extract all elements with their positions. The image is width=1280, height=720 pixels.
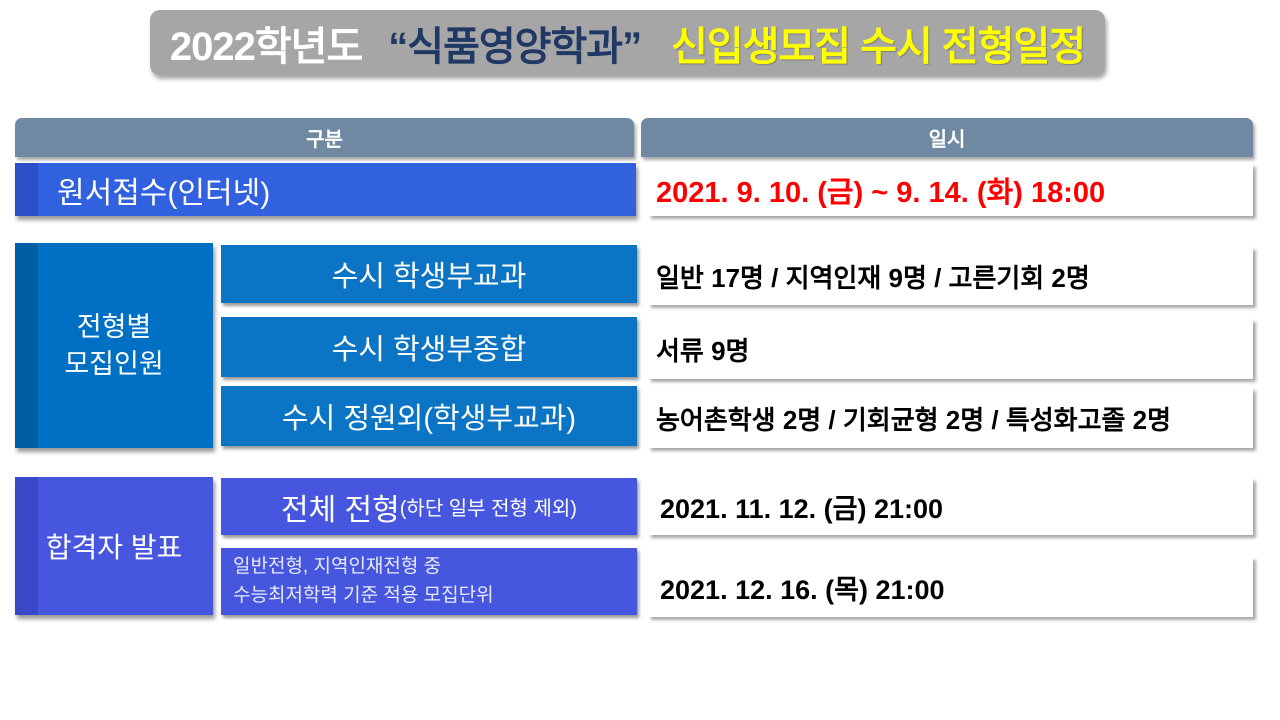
announcement-row-label-main: 전체 전형	[281, 493, 400, 527]
quota-row-value: 농어촌학생 2명 / 기회균형 2명 / 특성화고졸 2명	[656, 404, 1172, 435]
quota-row-value: 서류 9명	[656, 335, 750, 366]
application-label: 원서접수(인터넷)	[57, 176, 271, 210]
announcement-row-csat-value-box: 2021. 12. 16. (목) 21:00	[648, 557, 1253, 617]
title-year: 2022학년도	[169, 24, 363, 69]
accent-strip	[15, 243, 38, 448]
title-department: “식품영양학과”	[388, 24, 642, 69]
header-datetime: 일시	[641, 118, 1253, 157]
accent-strip	[15, 477, 38, 615]
quota-row-label: 수시 학생부교과	[331, 261, 527, 293]
announcement-row-csat-label-bar: 일반전형, 지역인재전형 중 수능최저학력 기준 적용 모집단위	[221, 548, 637, 615]
quota-row-jonghap-label-bar: 수시 학생부종합	[221, 317, 637, 377]
quota-row-label: 수시 학생부종합	[331, 334, 527, 366]
announcement-row-label-sub: (하단 일부 전형 제외)	[399, 498, 577, 520]
quota-row-jeongwonoe-value-box: 농어촌학생 2명 / 기회균형 2명 / 특성화고졸 2명	[648, 388, 1253, 448]
quota-section-label-block: 전형별 모집인원	[15, 243, 213, 448]
application-date: 2021. 9. 10. (금) ~ 9. 14. (화) 18:00	[656, 177, 1106, 209]
application-label-block: 원서접수(인터넷)	[15, 163, 636, 216]
announcement-row-value: 2021. 11. 12. (금) 21:00	[660, 494, 944, 524]
announcement-row-label: 일반전형, 지역인재전형 중 수능최저학력 기준 적용 모집단위	[233, 553, 494, 610]
quota-row-gyogwa-label-bar: 수시 학생부교과	[221, 245, 637, 303]
quota-row-label: 수시 정원외(학생부교과)	[281, 403, 577, 435]
quota-row-jeongwonoe-label-bar: 수시 정원외(학생부교과)	[221, 386, 637, 446]
announcement-row-value: 2021. 12. 16. (목) 21:00	[660, 574, 945, 605]
quota-row-gyogwa-value-box: 일반 17명 / 지역인재 9명 / 고른기회 2명	[648, 247, 1253, 305]
accent-strip	[15, 163, 38, 216]
application-date-box: 2021. 9. 10. (금) ~ 9. 14. (화) 18:00	[648, 164, 1253, 216]
header-datetime-label: 일시	[928, 129, 966, 151]
quota-row-jonghap-value-box: 서류 9명	[648, 319, 1253, 379]
header-category: 구분	[15, 118, 634, 157]
title-bar: 2022학년도 “식품영양학과” 신입생모집 수시 전형일정	[150, 10, 1105, 75]
quota-label-line2: 모집인원	[64, 348, 164, 379]
quota-section-label: 전형별 모집인원	[64, 309, 163, 382]
quota-label-line1: 전형별	[76, 312, 152, 343]
announcement-row-all-value-box: 2021. 11. 12. (금) 21:00	[648, 478, 1253, 535]
announcement-row-label-line1: 일반전형, 지역인재전형 중	[233, 556, 442, 577]
announcement-section-label-block: 합격자 발표	[15, 477, 213, 615]
header-category-label: 구분	[306, 129, 343, 151]
announcement-row-all-label-bar: 전체 전형 (하단 일부 전형 제외)	[221, 478, 637, 535]
announcement-section-label: 합격자 발표	[45, 532, 183, 563]
title-subject: 신입생모집 수시 전형일정	[671, 24, 1086, 69]
quota-row-value: 일반 17명 / 지역인재 9명 / 고른기회 2명	[656, 262, 1090, 293]
announcement-row-label-line2: 수능최저학력 기준 적용 모집단위	[233, 584, 494, 606]
